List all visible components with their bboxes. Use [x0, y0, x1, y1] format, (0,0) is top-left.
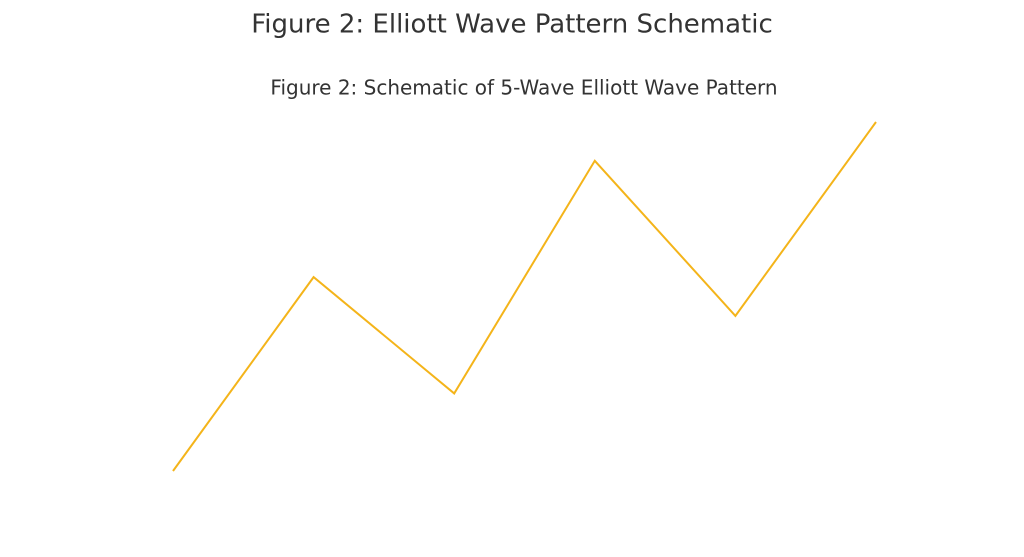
wave-line — [172, 121, 877, 472]
page-title: Figure 2: Elliott Wave Pattern Schematic — [251, 10, 773, 40]
chart-title: Figure 2: Schematic of 5-Wave Elliott Wa… — [270, 76, 777, 100]
